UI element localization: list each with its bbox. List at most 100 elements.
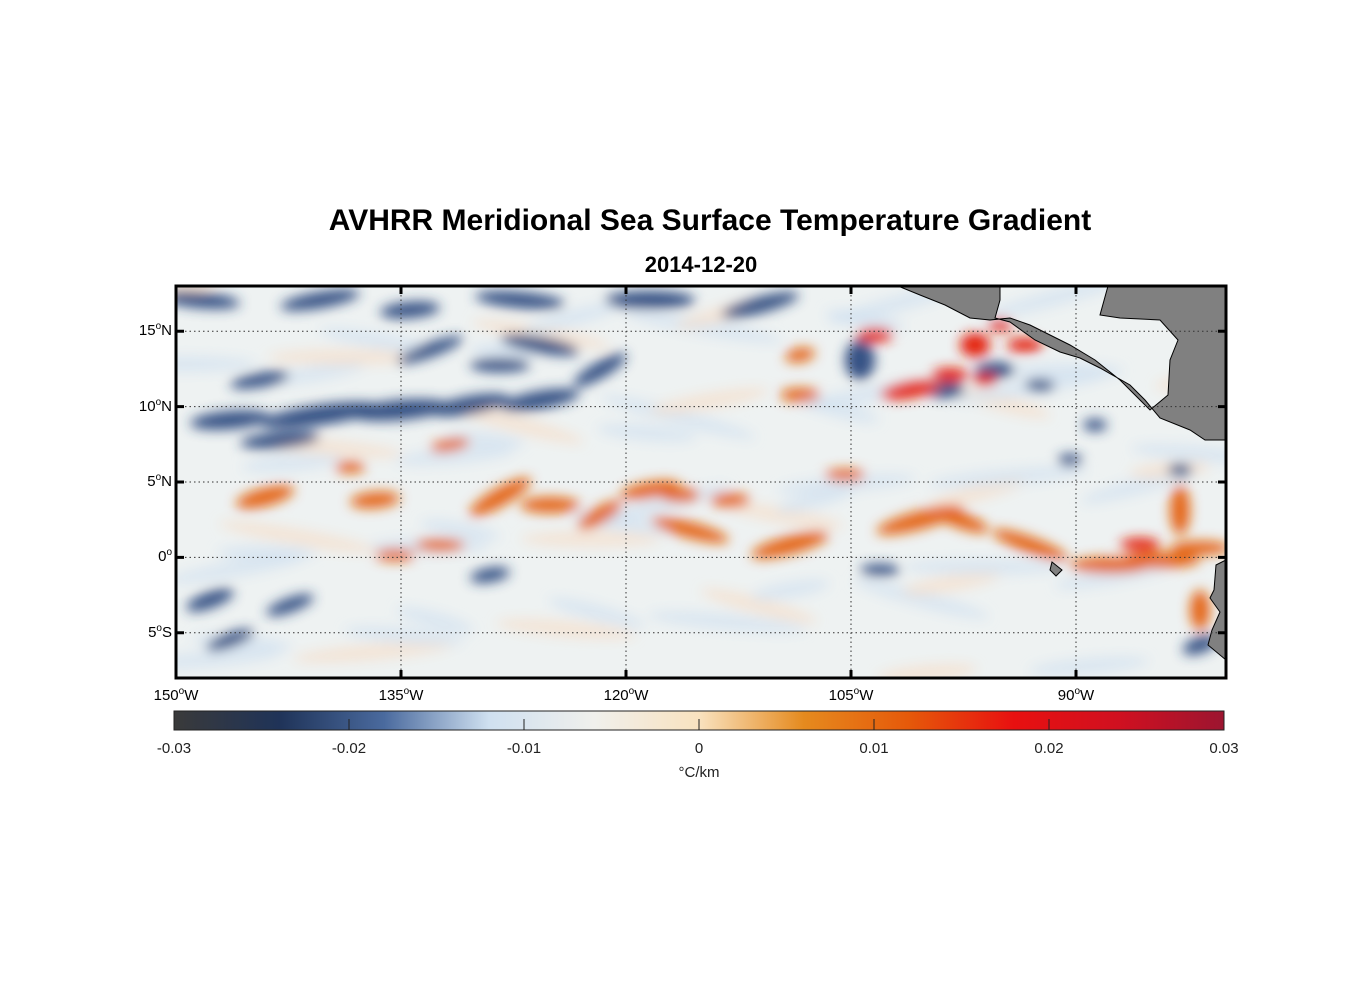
negative-gradient-feature bbox=[206, 629, 254, 651]
background-texture bbox=[776, 487, 854, 513]
negative-gradient-feature bbox=[1083, 419, 1107, 431]
lat-tick-label: 5oN bbox=[147, 472, 172, 490]
positive-gradient-feature bbox=[992, 529, 1068, 561]
background-texture bbox=[902, 571, 1002, 595]
negative-gradient-feature bbox=[190, 410, 270, 430]
positive-gradient-feature bbox=[780, 388, 820, 402]
background-texture bbox=[176, 554, 305, 584]
negative-gradient-feature bbox=[605, 291, 695, 309]
positive-gradient-feature bbox=[1170, 541, 1226, 555]
background-texture bbox=[420, 519, 500, 541]
positive-gradient-feature bbox=[1007, 338, 1043, 352]
lat-tick-label: 0o bbox=[158, 547, 172, 566]
positive-gradient-feature bbox=[1120, 538, 1160, 552]
positive-gradient-feature bbox=[931, 507, 989, 533]
negative-gradient-feature bbox=[1025, 379, 1055, 391]
positive-gradient-feature bbox=[751, 531, 829, 559]
land-galapagos bbox=[1049, 561, 1063, 577]
colorbar-ticks bbox=[173, 719, 1225, 730]
background-texture bbox=[472, 319, 610, 349]
background-texture bbox=[319, 327, 439, 355]
negative-gradient-feature bbox=[470, 567, 510, 583]
background-texture bbox=[344, 626, 464, 646]
colorbar-tick-label: -0.01 bbox=[506, 740, 542, 757]
negative-gradient-feature bbox=[1168, 464, 1192, 476]
positive-gradient-feature bbox=[335, 461, 365, 473]
positive-gradient-feature bbox=[660, 488, 700, 502]
negative-gradient-feature bbox=[380, 301, 440, 319]
land-south-america bbox=[1207, 559, 1226, 661]
positive-gradient-feature bbox=[880, 380, 940, 400]
background-texture bbox=[1029, 656, 1149, 676]
background-texture bbox=[219, 521, 377, 553]
background-texture bbox=[523, 302, 621, 334]
negative-gradient-feature bbox=[280, 289, 360, 311]
map-subtitle: 2014-12-20 bbox=[644, 252, 758, 277]
negative-gradient-feature bbox=[240, 431, 320, 449]
positive-gradient-feature bbox=[960, 333, 990, 357]
background-texture bbox=[217, 545, 317, 561]
lon-tick-label: 90oW bbox=[1057, 686, 1095, 704]
land-central-america bbox=[897, 286, 1226, 441]
negative-gradient-feature bbox=[860, 564, 900, 576]
lon-tick-label: 120oW bbox=[603, 686, 649, 704]
lat-tick-label: 5oS bbox=[148, 622, 172, 641]
positive-gradient-feature bbox=[710, 493, 750, 507]
background-texture bbox=[448, 404, 584, 444]
background-texture bbox=[394, 446, 514, 466]
colorbar-tick-label: 0.03 bbox=[1209, 740, 1239, 757]
map-frame bbox=[174, 284, 1228, 680]
negative-gradient-feature bbox=[430, 393, 510, 417]
positive-gradient-feature bbox=[1190, 590, 1210, 630]
negative-gradient-feature bbox=[176, 291, 240, 309]
background-texture bbox=[600, 394, 756, 440]
background-texture bbox=[1004, 363, 1124, 379]
background-texture bbox=[496, 618, 636, 640]
positive-gradient-feature bbox=[520, 497, 580, 513]
positive-gradient-feature bbox=[415, 539, 465, 551]
lon-tick-label: 135oW bbox=[378, 686, 424, 704]
background-texture bbox=[903, 559, 1063, 575]
positive-gradient-feature bbox=[235, 485, 295, 509]
map-title: AVHRR Meridional Sea Surface Temperature… bbox=[328, 204, 1092, 237]
positive-gradient-feature bbox=[375, 549, 415, 561]
background-texture bbox=[176, 356, 256, 372]
negative-gradient-feature bbox=[721, 292, 799, 318]
colorbar-tick-label: 0.02 bbox=[1034, 740, 1064, 757]
background-texture bbox=[980, 286, 1136, 320]
positive-gradient-feature bbox=[469, 477, 531, 517]
lon-tick-label: 150oW bbox=[153, 686, 199, 704]
positive-gradient-feature bbox=[1120, 552, 1200, 568]
negative-gradient-feature bbox=[260, 402, 380, 428]
positive-gradient-feature bbox=[350, 491, 400, 509]
positive-gradient-feature bbox=[577, 500, 623, 530]
positive-gradient-feature bbox=[430, 438, 470, 452]
positive-gradient-feature bbox=[973, 374, 997, 386]
background-texture bbox=[242, 453, 342, 473]
lat-tick-label: 15oN bbox=[138, 321, 172, 340]
negative-gradient-feature bbox=[1058, 454, 1082, 466]
positive-gradient-feature bbox=[932, 368, 968, 382]
lat-tick-label: 10oN bbox=[138, 396, 172, 415]
sst-gradient-field bbox=[176, 286, 1226, 678]
negative-gradient-feature bbox=[350, 399, 450, 421]
lon-tick-label: 105oW bbox=[828, 686, 874, 704]
colorbar-tick-label: 0 bbox=[694, 740, 704, 757]
background-texture bbox=[1054, 562, 1174, 590]
positive-gradient-feature bbox=[1170, 485, 1190, 535]
colorbar-unit-label: °C/km bbox=[678, 764, 720, 781]
negative-gradient-feature bbox=[500, 334, 580, 356]
negative-gradient-feature bbox=[397, 336, 463, 364]
background-texture bbox=[268, 349, 428, 365]
colorbar-tick-label: -0.03 bbox=[156, 740, 192, 757]
background-texture bbox=[293, 641, 453, 663]
background-texture bbox=[1131, 443, 1226, 465]
colorbar-tick-label: -0.02 bbox=[331, 740, 367, 757]
negative-gradient-feature bbox=[186, 588, 234, 612]
background-texture bbox=[724, 502, 844, 530]
positive-gradient-feature bbox=[620, 480, 680, 500]
background-texture bbox=[624, 311, 782, 343]
colorbar-tick-label: 0.01 bbox=[859, 740, 889, 757]
negative-gradient-feature bbox=[573, 353, 627, 387]
